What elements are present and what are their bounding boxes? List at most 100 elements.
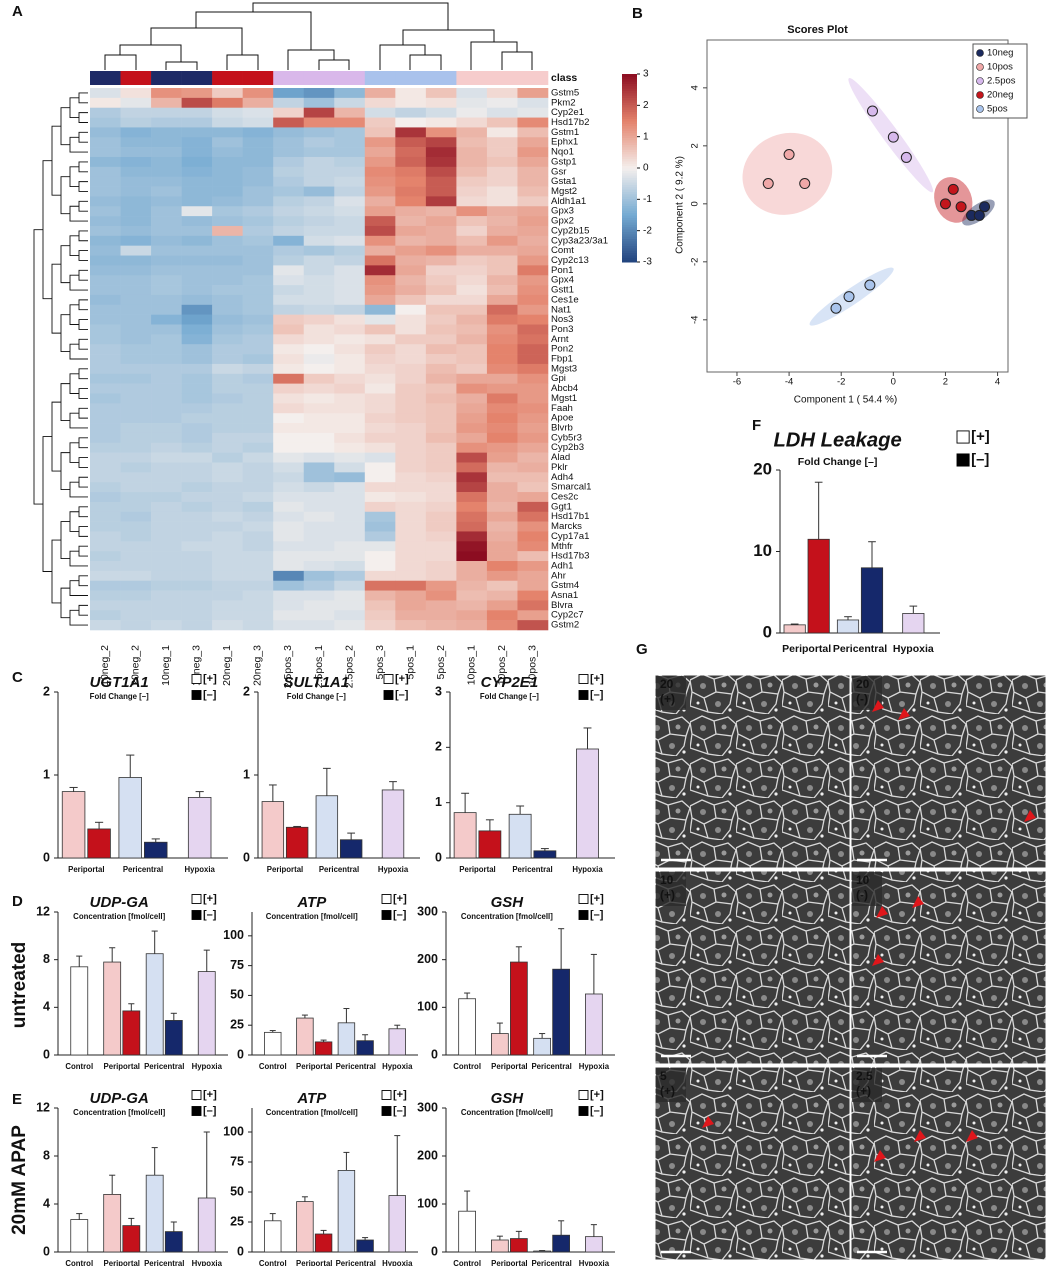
heatmap-cell	[486, 383, 518, 394]
bar	[453, 812, 477, 859]
heatmap-cell	[212, 88, 243, 99]
panel-label: D	[12, 893, 23, 910]
column-label: 10neg_1	[160, 645, 172, 686]
y-tick-label: 300	[417, 1100, 438, 1114]
heatmap-cell	[303, 186, 335, 197]
heatmap-cell	[242, 501, 274, 513]
heatmap-cell	[486, 580, 518, 591]
heatmap-cell	[90, 610, 121, 621]
heatmap-cell	[456, 255, 488, 266]
heatmap-cell	[334, 344, 366, 355]
colorbar-slice	[622, 175, 637, 178]
heatmap-cell	[364, 285, 396, 296]
heatmap-cell	[425, 570, 457, 582]
heatmap-cell	[90, 452, 121, 463]
legend-swatch	[578, 674, 589, 684]
colorbar-slice	[622, 137, 637, 141]
bar	[491, 1033, 509, 1056]
heatmap-cell	[120, 186, 152, 197]
heatmap-cell	[120, 521, 152, 532]
heatmap-cell	[334, 413, 366, 424]
arrow	[898, 708, 910, 720]
heatmap-cell	[181, 561, 213, 572]
heatmap-cell	[456, 600, 488, 611]
heatmap-cell	[486, 561, 518, 572]
heatmap-cell	[273, 324, 305, 335]
heatmap-cell	[120, 570, 152, 582]
heatmap-cell	[303, 432, 335, 444]
colorbar-slice	[622, 132, 637, 136]
colorbar-slice	[622, 139, 637, 143]
heatmap-cell	[273, 610, 305, 621]
image-concentration: 20	[856, 677, 870, 691]
heatmap-cell	[517, 97, 549, 109]
heatmap-cell	[395, 501, 427, 513]
heatmap-cell	[364, 334, 396, 345]
heatmap-cell	[120, 511, 152, 522]
arrow	[1024, 810, 1036, 822]
legend-swatch	[381, 894, 392, 904]
heatmap-cell	[212, 176, 243, 187]
heatmap-cell	[456, 531, 488, 542]
heatmap-cell	[90, 147, 121, 158]
heatmap-cell	[212, 186, 243, 197]
x-tick-label: Periportal	[296, 1062, 332, 1071]
heatmap-cell	[425, 531, 457, 542]
heatmap-cell	[273, 541, 305, 552]
y-tick-label: 1	[43, 767, 50, 781]
heatmap-cell	[90, 620, 121, 631]
heatmap-cell	[517, 452, 549, 463]
heatmap-cell	[181, 472, 213, 483]
y-tick-label: 100	[223, 1124, 244, 1138]
heatmap-cell	[486, 206, 518, 217]
legend-label: [+]	[393, 893, 407, 905]
heatmap-cell	[273, 531, 305, 542]
heatmap-cell	[517, 423, 549, 434]
point	[939, 198, 951, 210]
heatmap-cell	[456, 373, 488, 384]
row-label: Ces2c	[551, 491, 578, 502]
heatmap-cell	[303, 176, 335, 187]
heatmap-cell	[151, 137, 182, 148]
heatmap-cell	[517, 403, 549, 414]
heatmap-cell	[212, 462, 243, 473]
bar	[491, 1239, 509, 1253]
heatmap-cell	[517, 551, 549, 562]
heatmap-cell	[90, 117, 121, 128]
colorbar-slice	[622, 219, 637, 223]
y-tick-label: 100	[417, 1000, 438, 1014]
row-label: Cyb5r3	[551, 432, 582, 443]
colorbar-slice	[622, 146, 637, 150]
bar	[356, 1239, 374, 1253]
heatmap-cell	[151, 432, 182, 444]
heatmap-cell	[334, 501, 366, 513]
y-tick-label: 100	[417, 1196, 438, 1210]
y-tick-label: 0	[431, 1047, 438, 1061]
heatmap-cell	[334, 383, 366, 394]
heatmap-cell	[334, 442, 366, 453]
heatmap-cell	[151, 127, 182, 138]
heatmap-cell	[364, 216, 396, 227]
heatmap-cell	[151, 285, 182, 296]
heatmap-cell	[181, 127, 213, 138]
heatmap-cell	[456, 472, 488, 483]
heatmap-cell	[364, 610, 396, 621]
row-label: Nat1	[551, 304, 571, 315]
heatmap-cell	[181, 492, 213, 503]
legend-swatch	[956, 453, 970, 467]
heatmap-cell	[486, 501, 518, 513]
heatmap-cell	[212, 216, 243, 227]
heatmap-cell	[181, 620, 213, 631]
heatmap-cell	[120, 610, 152, 621]
heatmap-cell	[425, 137, 457, 148]
heatmap-cell	[120, 225, 152, 237]
bar	[145, 1174, 164, 1253]
colorbar-slice	[622, 196, 637, 200]
heatmap-cell	[303, 590, 335, 601]
bar	[103, 1194, 122, 1253]
heatmap-cell	[151, 620, 182, 631]
heatmap-cell	[334, 452, 366, 463]
heatmap-cell	[181, 541, 213, 552]
heatmap-cell	[212, 107, 243, 118]
heatmap-cell	[486, 117, 518, 128]
